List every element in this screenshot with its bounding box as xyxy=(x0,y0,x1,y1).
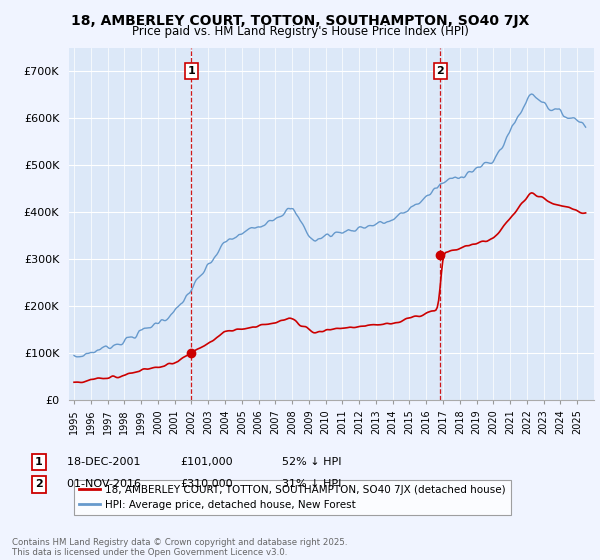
Text: 2: 2 xyxy=(436,66,444,76)
Text: 2: 2 xyxy=(35,479,43,489)
Text: 01-NOV-2016: 01-NOV-2016 xyxy=(60,479,141,489)
Legend: 18, AMBERLEY COURT, TOTTON, SOUTHAMPTON, SO40 7JX (detached house), HPI: Average: 18, AMBERLEY COURT, TOTTON, SOUTHAMPTON,… xyxy=(74,480,511,515)
Text: 1: 1 xyxy=(188,66,196,76)
Text: £310,000: £310,000 xyxy=(180,479,233,489)
Text: Price paid vs. HM Land Registry's House Price Index (HPI): Price paid vs. HM Land Registry's House … xyxy=(131,25,469,38)
Text: 18, AMBERLEY COURT, TOTTON, SOUTHAMPTON, SO40 7JX: 18, AMBERLEY COURT, TOTTON, SOUTHAMPTON,… xyxy=(71,14,529,28)
Text: Contains HM Land Registry data © Crown copyright and database right 2025.
This d: Contains HM Land Registry data © Crown c… xyxy=(12,538,347,557)
Text: 18-DEC-2001: 18-DEC-2001 xyxy=(60,457,140,467)
Text: 1: 1 xyxy=(35,457,43,467)
Text: 52% ↓ HPI: 52% ↓ HPI xyxy=(282,457,341,467)
Text: £101,000: £101,000 xyxy=(180,457,233,467)
Text: 31% ↓ HPI: 31% ↓ HPI xyxy=(282,479,341,489)
